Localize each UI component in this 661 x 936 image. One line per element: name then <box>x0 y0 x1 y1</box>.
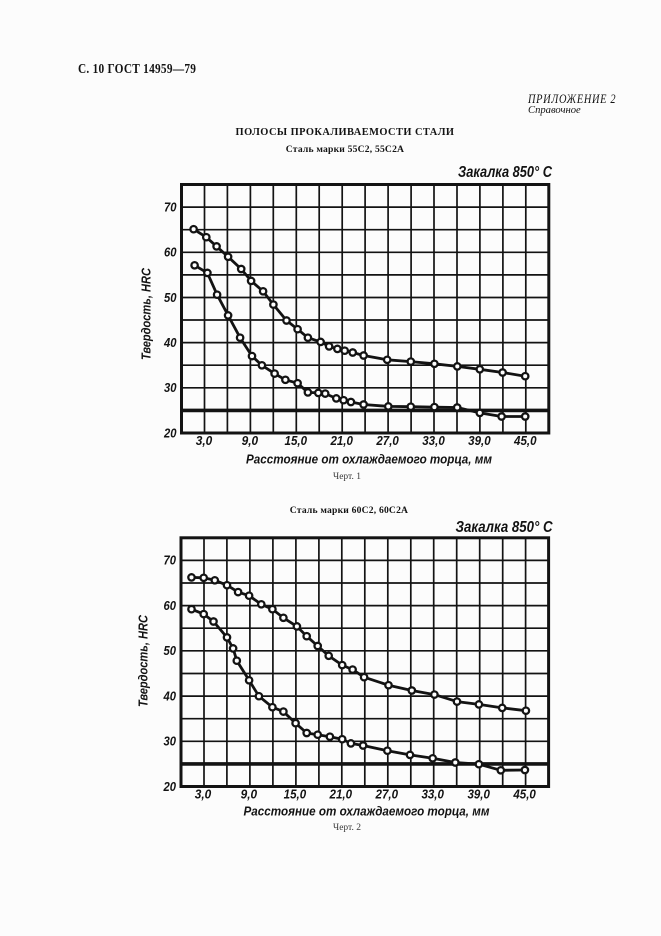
svg-text:70: 70 <box>164 199 177 214</box>
svg-text:Расстояние от охлаждаемого тор: Расстояние от охлаждаемого торца, мм <box>246 452 492 467</box>
svg-text:27,0: 27,0 <box>375 433 399 448</box>
svg-text:33,0: 33,0 <box>422 433 445 448</box>
svg-text:3,0: 3,0 <box>195 786 212 801</box>
svg-text:50: 50 <box>164 643 177 658</box>
svg-text:20: 20 <box>163 425 177 440</box>
svg-text:30: 30 <box>164 734 177 749</box>
svg-text:70: 70 <box>164 553 177 568</box>
svg-text:Закалка 850° С: Закалка 850° С <box>458 164 553 181</box>
svg-text:Твердость, HRC: Твердость, HRC <box>139 267 154 360</box>
svg-text:3,0: 3,0 <box>196 433 213 448</box>
svg-text:Закалка 850° С: Закалка 850° С <box>456 519 554 536</box>
svg-text:15,0: 15,0 <box>285 433 308 448</box>
svg-text:21,0: 21,0 <box>330 433 354 448</box>
svg-text:21,0: 21,0 <box>329 786 353 801</box>
svg-text:Расстояние от охлаждаемого тор: Расстояние от охлаждаемого торца, мм <box>244 804 490 819</box>
svg-text:30: 30 <box>164 380 177 395</box>
svg-text:9,0: 9,0 <box>242 433 259 448</box>
svg-text:40: 40 <box>163 335 177 350</box>
svg-text:45,0: 45,0 <box>512 786 536 801</box>
svg-text:9,0: 9,0 <box>241 786 258 801</box>
svg-text:60: 60 <box>164 245 177 260</box>
svg-text:39,0: 39,0 <box>468 433 491 448</box>
svg-text:45,0: 45,0 <box>513 433 537 448</box>
svg-text:50: 50 <box>164 290 177 305</box>
svg-text:Твердость, HRC: Твердость, HRC <box>136 614 151 707</box>
svg-text:33,0: 33,0 <box>421 786 444 801</box>
svg-text:20: 20 <box>163 779 177 794</box>
svg-text:39,0: 39,0 <box>467 786 490 801</box>
svg-text:40: 40 <box>163 688 177 703</box>
svg-text:27,0: 27,0 <box>375 786 399 801</box>
svg-text:15,0: 15,0 <box>284 786 307 801</box>
svg-text:60: 60 <box>164 598 177 613</box>
